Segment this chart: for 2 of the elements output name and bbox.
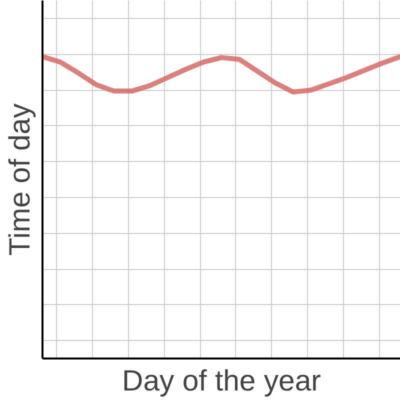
x-axis-title: Day of the year <box>122 364 322 398</box>
y-axis-title: Time of day <box>4 103 36 256</box>
